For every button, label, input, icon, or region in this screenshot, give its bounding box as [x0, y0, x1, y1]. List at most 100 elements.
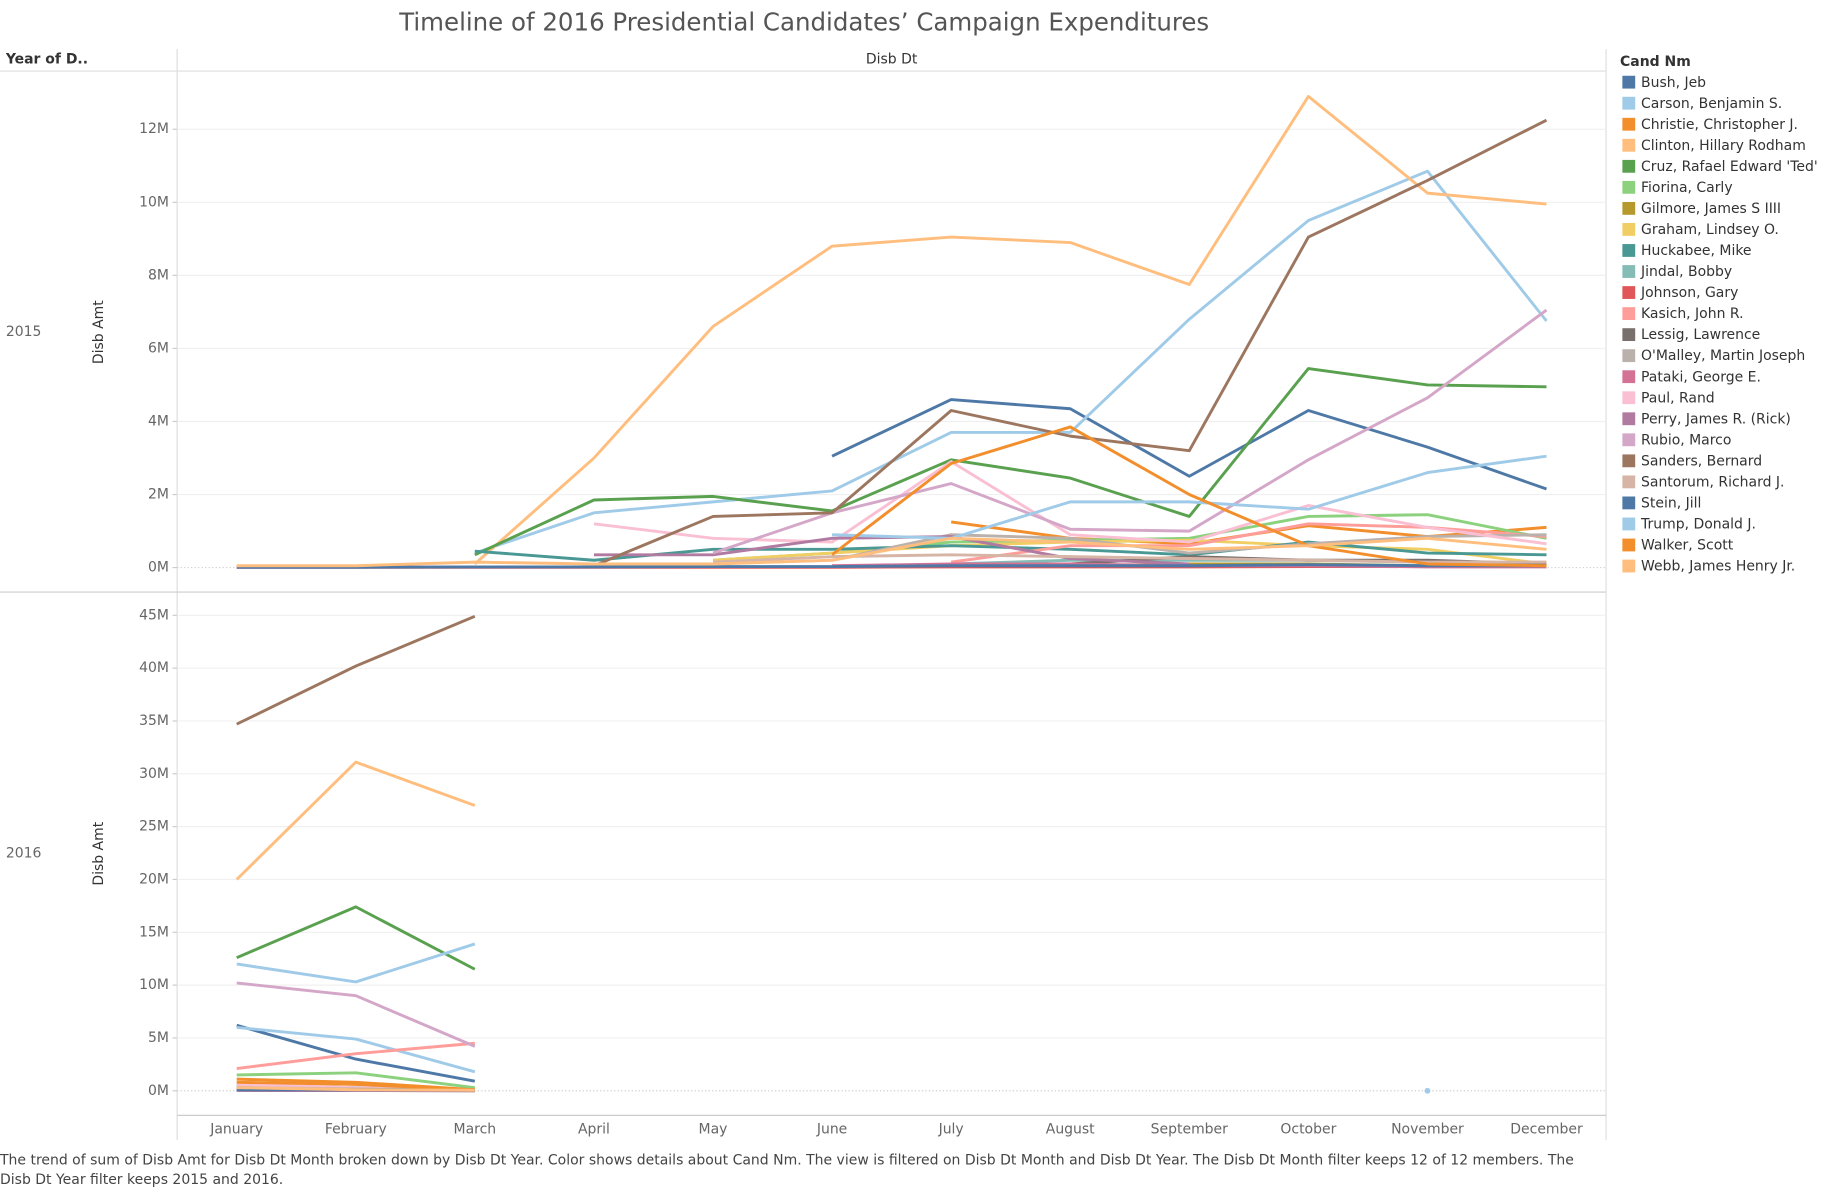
legend-label: Cruz, Rafael Edward 'Ted' [1641, 159, 1818, 175]
legend-label: Kasich, John R. [1641, 306, 1744, 322]
legend-swatch [1622, 180, 1636, 194]
x-tick-label: February [325, 1121, 387, 1137]
legend-label: Carson, Benjamin S. [1641, 96, 1782, 112]
series-line [236, 1071, 476, 1090]
legend-swatch [1622, 265, 1636, 278]
x-tick-label: January [209, 1121, 263, 1137]
legend-label: Fiorina, Carly [1641, 180, 1733, 196]
legend-swatch [1622, 286, 1636, 299]
y-tick-label: 12M [139, 121, 169, 137]
legend-swatch [1622, 559, 1636, 573]
series-line [712, 538, 1547, 566]
y-tick-label: 10M [139, 977, 169, 993]
legend-swatch [1622, 496, 1636, 510]
y-tick-label: 35M [139, 713, 169, 729]
y-tick-label: 10M [139, 194, 169, 210]
y-axis-title: Disb Amt [91, 300, 107, 364]
legend-swatch [1622, 412, 1636, 426]
legend-swatch [1622, 433, 1636, 447]
y-tick-label: 15M [139, 924, 169, 940]
series-line [236, 536, 1547, 568]
legend-swatch [1622, 370, 1636, 384]
legend-label: Perry, James R. (Rick) [1641, 411, 1791, 427]
y-tick-label: 4M [148, 413, 169, 429]
series-line [236, 1023, 476, 1083]
series-line [831, 425, 1547, 568]
y-tick-label: 0M [148, 560, 169, 576]
y-tick-label: 40M [139, 660, 169, 676]
y-tick-label: 5M [148, 1030, 169, 1046]
legend-label: Graham, Lindsey O. [1641, 222, 1779, 238]
legend-title: Cand Nm [1620, 54, 1691, 70]
series-line [236, 905, 476, 971]
y-tick-label: 45M [139, 607, 169, 623]
legend-label: Johnson, Gary [1640, 285, 1738, 301]
legend-swatch [1622, 138, 1636, 152]
chart-title: Timeline of 2016 Presidential Candidates… [398, 7, 1209, 36]
row-header: Year of D.. [5, 51, 88, 67]
legend-label: Sanders, Bernard [1641, 453, 1762, 469]
series-line [712, 308, 1548, 555]
legend-swatch [1622, 391, 1636, 405]
legend-swatch [1622, 75, 1636, 89]
legend-label: Huckabee, Mike [1641, 243, 1752, 259]
caption: The trend of sum of Disb Amt for Disb Dt… [0, 1151, 1574, 1188]
legend-label: O'Malley, Martin Joseph [1641, 348, 1805, 364]
legend-label: Paul, Rand [1641, 390, 1715, 406]
legend-swatch [1622, 349, 1636, 363]
series-line [236, 942, 476, 984]
series-line [236, 614, 476, 726]
y-tick-label: 8M [148, 267, 169, 283]
legend-label: Christie, Christopher J. [1641, 117, 1798, 133]
series-line [236, 1041, 475, 1070]
legend-swatch [1622, 223, 1636, 236]
x-tick-label: September [1151, 1121, 1228, 1137]
series-line [593, 118, 1548, 568]
legend-swatch [1622, 307, 1636, 320]
chart: Timeline of 2016 Presidential Candidates… [0, 7, 1818, 1140]
x-tick-label: July [938, 1121, 964, 1137]
y-tick-label: 25M [139, 819, 169, 835]
x-tick-label: October [1280, 1121, 1336, 1137]
legend-swatch [1622, 96, 1636, 110]
legend-label: Rubio, Marco [1641, 432, 1731, 448]
y-tick-label: 6M [148, 340, 169, 356]
series-line [235, 760, 476, 881]
x-tick-label: December [1510, 1121, 1583, 1137]
x-tick-label: November [1391, 1121, 1464, 1137]
legend-swatch [1622, 475, 1636, 489]
legend-label: Bush, Jeb [1641, 75, 1706, 91]
legend-label: Trump, Donald J. [1640, 517, 1756, 533]
column-header: Disb Dt [866, 51, 918, 67]
legend-label: Webb, James Henry Jr. [1641, 559, 1795, 575]
legend-swatch [1622, 159, 1636, 173]
legend-swatch [1622, 117, 1636, 131]
legend-label: Lessig, Lawrence [1641, 327, 1760, 343]
y-tick-label: 30M [139, 766, 169, 782]
legend-label: Santorum, Richard J. [1641, 474, 1784, 490]
legend-label: Walker, Scott [1641, 538, 1734, 554]
series-line [831, 533, 1547, 562]
legend-label: Jindal, Bobby [1640, 264, 1732, 280]
series-line [236, 563, 1547, 569]
series-line [473, 94, 1547, 566]
series-line [236, 1080, 475, 1092]
series-line [474, 169, 1548, 555]
legend-label: Pataki, George E. [1641, 369, 1761, 385]
series-line [474, 367, 1547, 557]
legend-swatch [1622, 454, 1636, 468]
legend-label: Stein, Jill [1641, 495, 1701, 511]
y-tick-label: 2M [148, 487, 169, 503]
x-tick-label: April [578, 1121, 610, 1137]
data-point [1424, 1087, 1431, 1094]
legend-swatch [1622, 517, 1636, 531]
y-axis-title: Disb Amt [91, 821, 107, 885]
y-tick-label: 0M [148, 1083, 169, 1099]
series-line [236, 1086, 475, 1092]
series-line [236, 1025, 476, 1074]
series-line [236, 981, 476, 1048]
x-tick-label: August [1046, 1121, 1095, 1137]
y-tick-label: 20M [139, 871, 169, 887]
legend-swatch [1622, 538, 1636, 552]
